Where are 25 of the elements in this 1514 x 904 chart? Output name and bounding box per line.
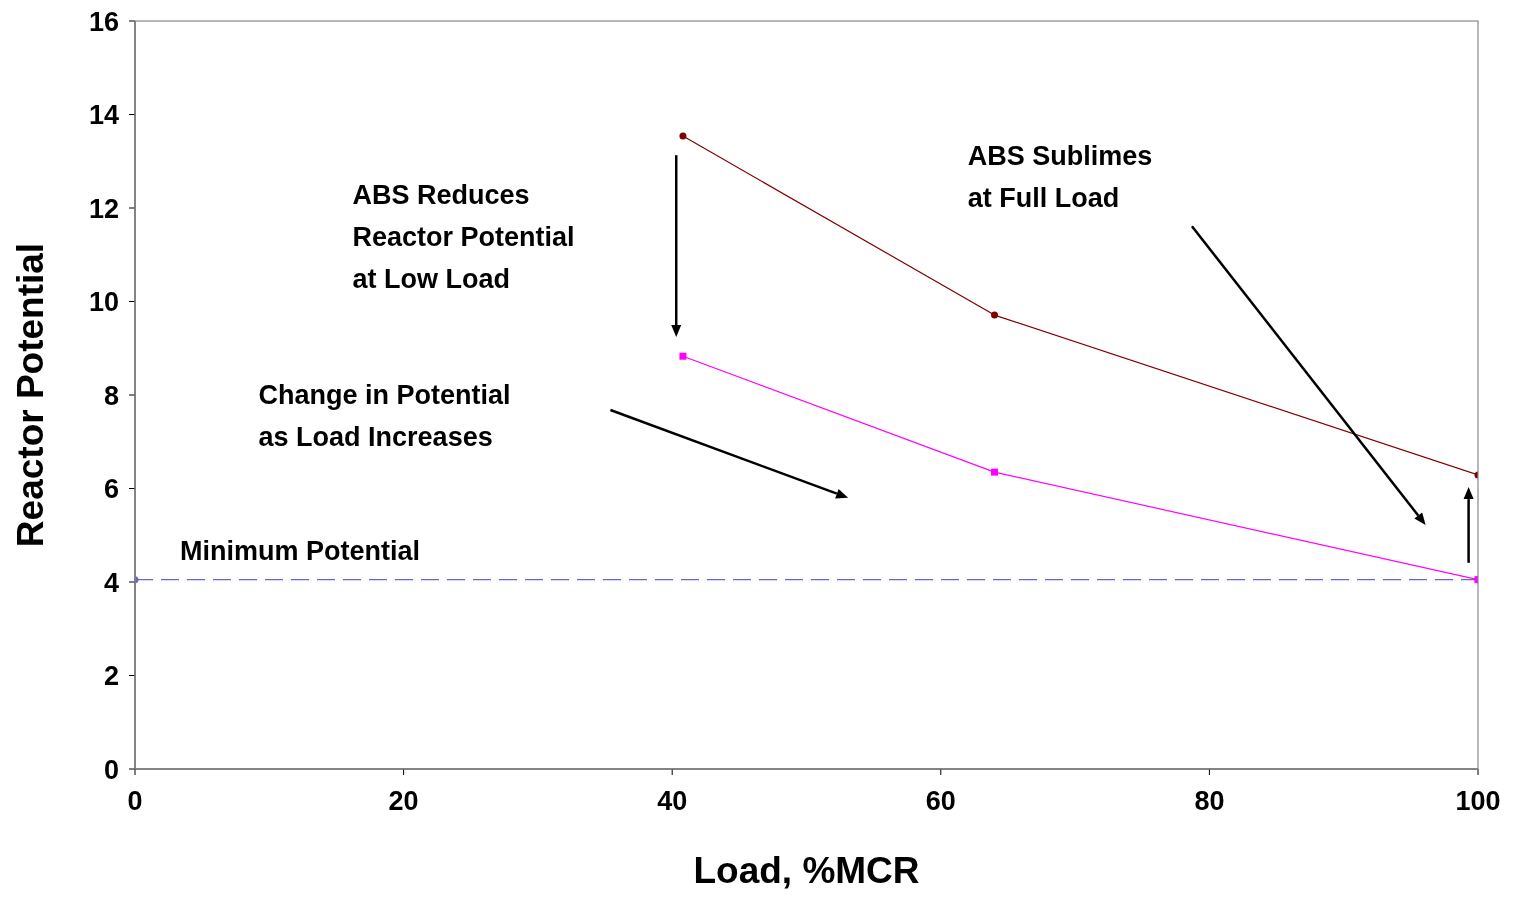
point	[991, 468, 999, 476]
y-tick-label: 6	[103, 474, 119, 505]
y-tick-label: 8	[103, 380, 119, 411]
annotation: Change in Potential as Load Increases	[258, 380, 511, 452]
point	[679, 132, 687, 140]
y-tick-label: 0	[103, 754, 119, 785]
x-axis-title: Load, %MCR	[693, 850, 920, 891]
point	[679, 352, 687, 360]
annotation: Minimum Potential	[179, 536, 421, 567]
y-tick-label: 16	[88, 6, 119, 37]
y-axis-title: Reactor Potential	[9, 242, 51, 548]
x-tick-label: 80	[1194, 786, 1225, 817]
y-tick-label: 2	[103, 661, 119, 692]
point	[991, 311, 999, 319]
annotation: ABS Reduces Reactor Potential at Low Load	[352, 179, 575, 294]
x-tick-label: 20	[388, 786, 419, 817]
x-tick-label: 0	[127, 786, 143, 817]
y-tick-label: 12	[88, 193, 119, 224]
annotation: ABS Sublimes at Full Load	[967, 141, 1153, 214]
y-tick-label: 10	[88, 287, 119, 318]
x-tick-label: 60	[925, 786, 956, 817]
x-tick-label: 100	[1455, 786, 1501, 817]
x-tick-label: 40	[657, 786, 688, 817]
y-tick-label: 4	[103, 567, 119, 598]
y-tick-label: 14	[88, 100, 119, 131]
